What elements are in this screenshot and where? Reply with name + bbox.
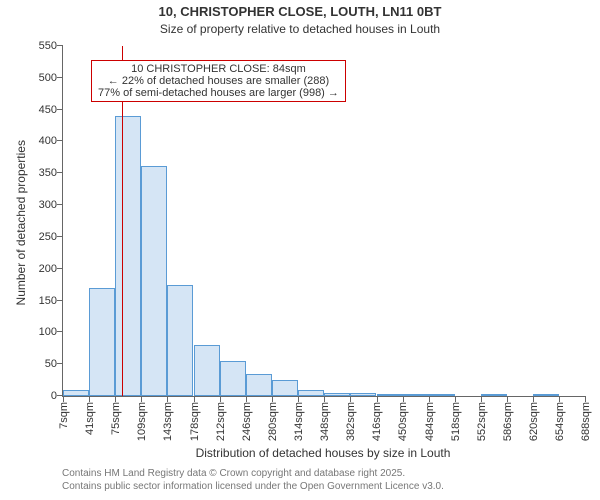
y-tick-label: 0	[51, 390, 63, 402]
y-tick-label: 50	[45, 358, 63, 370]
y-tick-mark	[57, 236, 63, 237]
x-tick-label: 552sqm	[474, 402, 488, 441]
y-tick-label: 250	[39, 231, 63, 243]
y-tick-mark	[57, 109, 63, 110]
plot-area: 0501001502002503003504004505005507sqm41s…	[62, 46, 585, 397]
x-tick-label: 654sqm	[552, 402, 566, 441]
histogram-bar	[481, 394, 507, 396]
y-tick-label: 400	[39, 135, 63, 147]
x-tick-label: 178sqm	[187, 402, 201, 441]
y-tick-label: 500	[39, 72, 63, 84]
histogram-bar	[115, 116, 141, 396]
y-tick-label: 100	[39, 326, 63, 338]
y-tick-mark	[57, 363, 63, 364]
histogram-bar	[350, 393, 376, 396]
x-tick-label: 518sqm	[448, 402, 462, 441]
y-tick-mark	[57, 77, 63, 78]
y-tick-label: 350	[39, 167, 63, 179]
histogram-bar	[194, 345, 220, 396]
y-tick-label: 300	[39, 199, 63, 211]
x-axis-label: Distribution of detached houses by size …	[62, 446, 584, 460]
y-tick-mark	[57, 300, 63, 301]
x-tick-label: 7sqm	[56, 402, 70, 429]
annotation-line: 77% of semi-detached houses are larger (…	[98, 87, 339, 99]
y-tick-mark	[57, 268, 63, 269]
x-tick-label: 450sqm	[396, 402, 410, 441]
annotation-line: 10 CHRISTOPHER CLOSE: 84sqm	[98, 63, 339, 75]
y-tick-label: 200	[39, 263, 63, 275]
chart-container: 10, CHRISTOPHER CLOSE, LOUTH, LN11 0BT S…	[0, 0, 600, 500]
x-tick-label: 314sqm	[291, 402, 305, 441]
y-tick-mark	[57, 204, 63, 205]
histogram-bar	[272, 380, 298, 396]
x-tick-label: 348sqm	[317, 402, 331, 441]
y-tick-mark	[57, 331, 63, 332]
annotation-line: ← 22% of detached houses are smaller (28…	[98, 75, 339, 87]
x-tick-label: 109sqm	[134, 402, 148, 441]
x-tick-label: 688sqm	[578, 402, 592, 441]
y-tick-label: 550	[39, 40, 63, 52]
x-tick-label: 484sqm	[422, 402, 436, 441]
chart-title-1: 10, CHRISTOPHER CLOSE, LOUTH, LN11 0BT	[0, 4, 600, 19]
histogram-bar	[141, 166, 167, 396]
y-tick-mark	[57, 140, 63, 141]
x-tick-label: 41sqm	[82, 402, 96, 435]
histogram-bar	[298, 390, 324, 396]
x-tick-label: 75sqm	[108, 402, 122, 435]
chart-title-2: Size of property relative to detached ho…	[0, 22, 600, 36]
histogram-bar	[246, 374, 272, 396]
x-tick-label: 246sqm	[239, 402, 253, 441]
y-tick-mark	[57, 45, 63, 46]
histogram-bar	[377, 394, 403, 396]
footer-line-1: Contains HM Land Registry data © Crown c…	[62, 468, 405, 479]
footer-line-2: Contains public sector information licen…	[62, 481, 444, 492]
histogram-bar	[89, 288, 115, 396]
annotation-box: 10 CHRISTOPHER CLOSE: 84sqm← 22% of deta…	[91, 60, 346, 102]
histogram-bar	[324, 393, 350, 396]
x-tick-label: 212sqm	[213, 402, 227, 441]
y-tick-label: 150	[39, 295, 63, 307]
x-tick-label: 382sqm	[343, 402, 357, 441]
x-tick-label: 416sqm	[370, 402, 384, 441]
histogram-bar	[167, 285, 193, 396]
histogram-bar	[403, 394, 429, 396]
y-tick-label: 450	[39, 104, 63, 116]
x-tick-label: 280sqm	[265, 402, 279, 441]
y-tick-mark	[57, 172, 63, 173]
histogram-bar	[63, 390, 89, 396]
y-axis-label: Number of detached properties	[14, 127, 28, 320]
x-tick-label: 620sqm	[526, 402, 540, 441]
histogram-bar	[533, 394, 559, 396]
x-tick-label: 586sqm	[500, 402, 514, 441]
histogram-bar	[429, 394, 455, 396]
histogram-bar	[220, 361, 246, 396]
x-tick-label: 143sqm	[160, 402, 174, 441]
